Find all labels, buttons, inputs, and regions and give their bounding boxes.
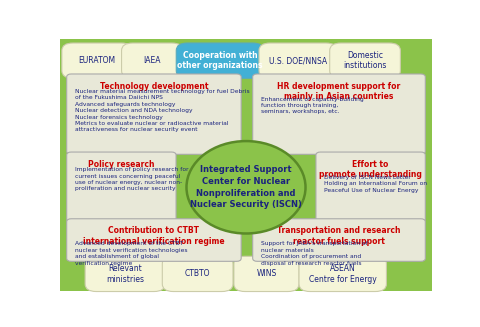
Text: Enhancement of capacity-building
function through training,
seminars, workshops,: Enhancement of capacity-building functio… — [261, 97, 364, 114]
Text: Nuclear material measurement technology for fuel Debris
of the Fukushima Daiichi: Nuclear material measurement technology … — [75, 89, 250, 132]
FancyBboxPatch shape — [62, 43, 132, 78]
Text: Domestic
institutions: Domestic institutions — [343, 51, 387, 70]
FancyBboxPatch shape — [49, 32, 443, 299]
Text: Delivery of ISCN News Letter
Holding an International Forum on
Peaceful Use of N: Delivery of ISCN News Letter Holding an … — [324, 175, 427, 193]
Text: Cooperation with
other organizations: Cooperation with other organizations — [177, 51, 263, 70]
FancyBboxPatch shape — [85, 256, 165, 292]
FancyBboxPatch shape — [330, 43, 400, 78]
FancyBboxPatch shape — [299, 256, 386, 292]
Text: Effort to
promote understanding: Effort to promote understanding — [319, 160, 422, 179]
FancyBboxPatch shape — [162, 256, 233, 292]
Text: EURATOM: EURATOM — [79, 56, 116, 65]
Text: Integrated Support
Center for Nuclear
Nonproliferation and
Nuclear Security (ISC: Integrated Support Center for Nuclear No… — [190, 165, 302, 210]
FancyBboxPatch shape — [67, 152, 176, 222]
Text: Implementation of policy research for
current issues concerning peaceful
use of : Implementation of policy research for cu… — [75, 167, 189, 191]
FancyBboxPatch shape — [252, 219, 425, 261]
FancyBboxPatch shape — [234, 256, 299, 292]
Text: CTBTO: CTBTO — [185, 269, 210, 278]
Text: Technology development: Technology development — [100, 81, 208, 91]
Text: IAEA: IAEA — [144, 56, 161, 65]
Text: WINS: WINS — [256, 269, 276, 278]
Text: Relevant
ministries: Relevant ministries — [106, 264, 144, 284]
FancyBboxPatch shape — [176, 43, 264, 78]
Text: ASEAN
Centre for Energy: ASEAN Centre for Energy — [309, 264, 377, 284]
Ellipse shape — [186, 141, 305, 233]
Text: Policy research: Policy research — [88, 160, 155, 169]
FancyBboxPatch shape — [67, 219, 241, 261]
Text: U.S. DOE/NNSA: U.S. DOE/NNSA — [269, 56, 327, 65]
FancyBboxPatch shape — [67, 74, 241, 154]
FancyBboxPatch shape — [121, 43, 183, 78]
Text: Transportation and research
reactor fuels support: Transportation and research reactor fuel… — [277, 226, 401, 246]
FancyBboxPatch shape — [316, 152, 425, 222]
FancyBboxPatch shape — [252, 74, 425, 154]
FancyBboxPatch shape — [259, 43, 337, 78]
Text: Contribution to CTBT
international verification regime: Contribution to CTBT international verif… — [83, 226, 225, 246]
Text: Support for JAEA's transportation of
nuclear materials
Coordination of procureme: Support for JAEA's transportation of nuc… — [261, 241, 368, 266]
Text: HR development support for
mainly in Asian countries: HR development support for mainly in Asi… — [277, 81, 401, 101]
Text: Advanced development of the CTBT
nuclear test verification technologies
and esta: Advanced development of the CTBT nuclear… — [75, 241, 187, 266]
